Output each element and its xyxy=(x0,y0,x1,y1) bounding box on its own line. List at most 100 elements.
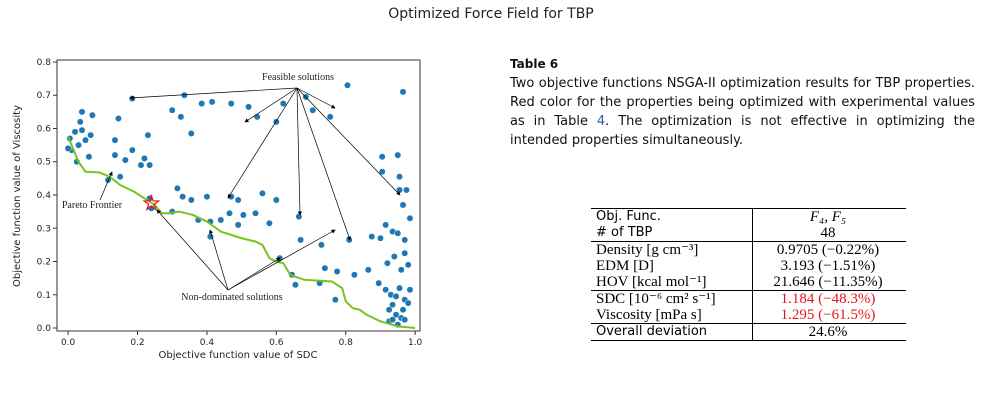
solution-point xyxy=(378,168,386,176)
annotation-arrow xyxy=(296,87,401,196)
table-reference[interactable]: 4 xyxy=(596,114,606,129)
solution-point xyxy=(227,100,235,108)
annotation-arrow xyxy=(208,229,229,291)
solution-point xyxy=(128,146,136,154)
solution-point xyxy=(397,266,405,274)
annotation-arrow xyxy=(99,171,113,201)
table-row: EDM [D] 3.193 (−1.51%) xyxy=(591,258,906,274)
solution-point xyxy=(245,103,253,111)
solution-point xyxy=(383,259,391,267)
y-tick-label: 0.3 xyxy=(37,224,51,234)
solution-point xyxy=(350,271,358,279)
solution-point xyxy=(272,196,280,204)
y-tick-label: 0.4 xyxy=(37,191,52,201)
solution-point xyxy=(116,173,124,181)
solution-point xyxy=(368,233,376,241)
solution-point xyxy=(78,108,86,116)
annotation-arrow xyxy=(156,209,229,291)
solution-point xyxy=(390,253,398,260)
table-cell: # of TBP xyxy=(591,225,753,242)
table-cell: 24.6% xyxy=(752,323,906,341)
table-row: Viscosity [mPa s] 1.295 (−61.5%) xyxy=(591,307,906,324)
y-axis-label: Objective function value of Viscosity xyxy=(12,105,23,287)
y-tick-label: 0.5 xyxy=(37,158,51,168)
solution-point xyxy=(76,118,84,126)
x-tick-label: 0.0 xyxy=(61,338,76,348)
table-cell: EDM [D] xyxy=(591,258,753,274)
table-cell: 1.295 (−61.5%) xyxy=(752,307,906,324)
solution-point xyxy=(177,113,185,121)
solution-point xyxy=(401,236,409,244)
solution-point xyxy=(179,193,187,201)
table-row: # of TBP 48 xyxy=(591,225,906,242)
solution-point xyxy=(404,261,412,269)
annotation-arrow xyxy=(296,87,351,241)
annotation-arrow xyxy=(296,87,336,109)
solution-point xyxy=(234,196,242,204)
solution-point xyxy=(203,193,211,201)
x-tick-label: 0.2 xyxy=(130,338,144,348)
caption-text: Two objective functions NSGA-II optimiza… xyxy=(510,76,975,129)
solution-point xyxy=(401,249,409,257)
annotation-arrow xyxy=(296,87,303,216)
optimum-star xyxy=(142,193,161,211)
solution-point xyxy=(364,266,372,274)
table-cell: 1.184 (−48.3%) xyxy=(752,290,906,307)
results-table: Obj. Func. F₄, F₅ # of TBP 48 Density [g cm⁻… xyxy=(591,208,906,341)
solution-point xyxy=(111,136,119,144)
solution-point xyxy=(382,221,390,229)
y-tick-label: 0.1 xyxy=(37,291,51,301)
solution-point xyxy=(208,98,216,106)
solution-point xyxy=(82,136,89,144)
solution-point xyxy=(375,279,383,287)
y-tick-label: 0.2 xyxy=(37,258,51,268)
solution-point xyxy=(252,209,259,217)
solution-point xyxy=(394,229,402,237)
solution-point xyxy=(239,211,247,219)
caption-text: . The optimization is not effective in o… xyxy=(510,114,975,148)
solution-point xyxy=(399,306,407,314)
solution-point xyxy=(64,144,72,152)
solution-point xyxy=(187,130,195,137)
x-tick-label: 0.4 xyxy=(200,338,215,348)
y-tick-label: 0.0 xyxy=(37,324,52,334)
solution-point xyxy=(168,106,176,114)
annotation-arrow xyxy=(227,257,281,291)
annotation: Non-dominated solutions xyxy=(181,292,282,303)
solution-point xyxy=(85,153,93,161)
solution-point xyxy=(406,286,414,294)
solution-point xyxy=(88,111,96,119)
plot-frame xyxy=(56,59,421,332)
annotation: Feasible solutions xyxy=(262,72,334,83)
table-cell: 21.646 (−11.35%) xyxy=(773,274,883,290)
x-tick-label: 1.0 xyxy=(408,338,423,348)
solution-point xyxy=(333,268,341,275)
solution-point xyxy=(396,284,403,292)
solution-point xyxy=(180,91,188,99)
solution-point xyxy=(75,141,82,149)
solution-point xyxy=(309,106,317,114)
solution-point xyxy=(404,299,412,307)
solution-point xyxy=(128,95,136,103)
solution-point xyxy=(389,301,397,309)
solution-point xyxy=(378,153,386,161)
table-cell: Overall deviation xyxy=(591,323,753,341)
solution-point xyxy=(385,306,393,314)
solution-point xyxy=(389,316,397,324)
y-tick-label: 0.8 xyxy=(37,58,52,68)
page-title: Optimized Force Field for TBP xyxy=(388,6,594,22)
solution-point xyxy=(406,214,414,222)
solution-point xyxy=(392,311,400,319)
solution-point xyxy=(403,186,410,194)
solution-point xyxy=(295,213,303,221)
table-cell: Density [g cm⁻³] xyxy=(591,241,753,258)
solution-point xyxy=(121,156,129,164)
solution-point xyxy=(297,236,305,244)
solution-point xyxy=(401,316,409,324)
annotation: Pareto Frontier xyxy=(62,200,123,211)
y-tick-label: 0.6 xyxy=(37,124,52,134)
table-cell: Obj. Func. xyxy=(591,208,753,225)
solution-point xyxy=(226,209,233,217)
